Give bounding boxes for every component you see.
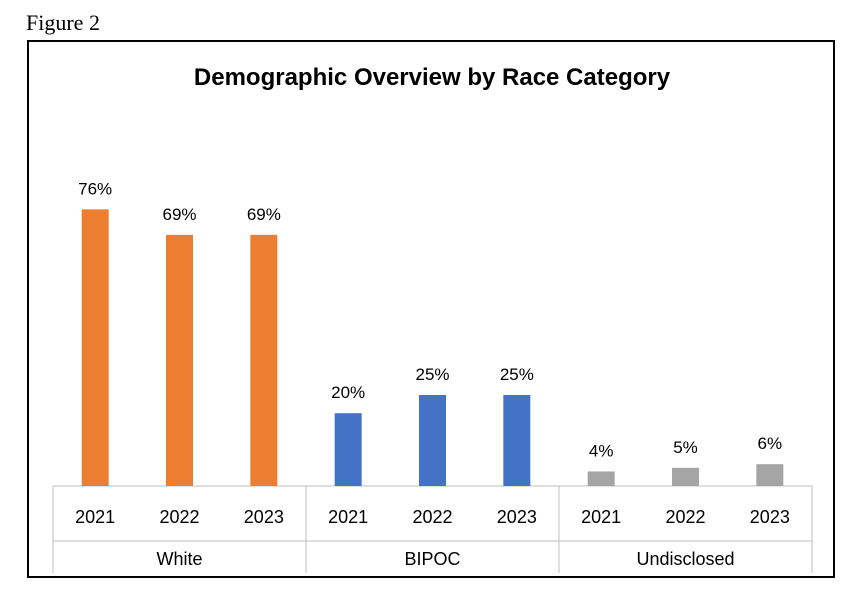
bar-white-2021 [81, 209, 109, 487]
group-label-bipoc: BIPOC [404, 549, 460, 569]
x-tick-label: 2021 [328, 507, 368, 527]
bar-white-2023 [250, 234, 278, 486]
bar-bipoc-2021 [334, 413, 362, 486]
bar-white-2022 [166, 234, 193, 486]
data-label: 69% [162, 205, 196, 224]
data-label: 76% [78, 179, 112, 198]
bar-bipoc-2023 [503, 395, 531, 486]
bar-bipoc-2022 [419, 395, 446, 486]
data-label: 69% [247, 205, 281, 224]
x-tick-label: 2022 [159, 507, 199, 527]
chart-title: Demographic Overview by Race Category [194, 64, 671, 91]
x-tick-label: 2023 [750, 507, 790, 527]
x-tick-label: 2022 [665, 507, 705, 527]
data-label: 6% [758, 434, 783, 453]
data-label: 25% [500, 365, 534, 384]
x-tick-label: 2022 [412, 507, 452, 527]
group-label-white: White [156, 549, 202, 569]
data-label: 25% [415, 365, 449, 384]
bar-undisclosed-2023 [756, 464, 784, 486]
bar-undisclosed-2021 [587, 471, 615, 486]
x-tick-label: 2021 [75, 507, 115, 527]
bar-undisclosed-2022 [672, 467, 699, 486]
figure-label: Figure 2 [26, 10, 100, 35]
x-tick-label: 2023 [244, 507, 284, 527]
data-label: 5% [673, 438, 698, 457]
group-label-undisclosed: Undisclosed [636, 549, 734, 569]
x-tick-label: 2023 [497, 507, 537, 527]
chart-frame [27, 40, 835, 578]
data-label: 20% [331, 383, 365, 402]
data-label: 4% [589, 441, 614, 460]
x-tick-label: 2021 [581, 507, 621, 527]
